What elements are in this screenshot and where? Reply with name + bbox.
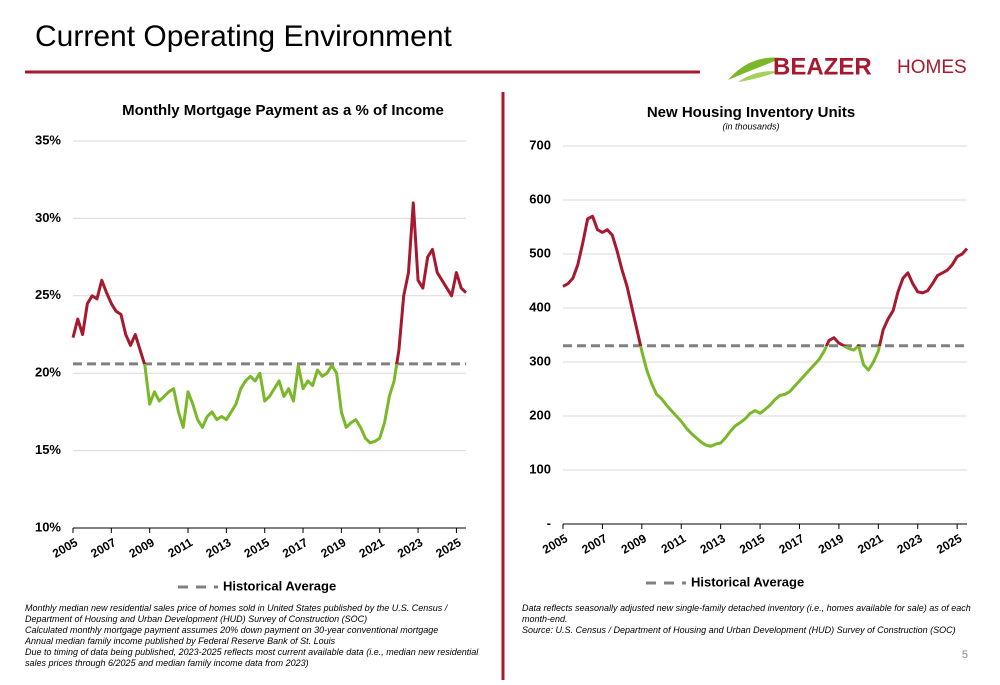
series-line — [562, 214, 969, 448]
y-tick-label: 30% — [35, 210, 61, 225]
y-tick-label: - — [547, 515, 551, 530]
series-line — [71, 201, 468, 445]
y-tick-label: 300 — [529, 353, 551, 368]
x-tick-label: 2017 — [776, 531, 806, 557]
logo-leaf — [728, 57, 782, 82]
legend-label: Historical Average — [691, 574, 804, 589]
x-tick-label: 2013 — [698, 531, 728, 557]
y-tick-label: 200 — [529, 407, 551, 422]
page-number: 5 — [962, 649, 968, 661]
note-line: Monthly median new residential sales pri… — [25, 603, 448, 624]
x-tick-label: 2005 — [540, 531, 570, 557]
note-line: Source: U.S. Census / Department of Hous… — [522, 625, 956, 635]
y-tick-label: 10% — [35, 519, 61, 534]
x-tick-label: 2019 — [816, 531, 846, 557]
x-tick-label: 2023 — [895, 531, 925, 557]
note-line: Calculated monthly mortgage payment assu… — [25, 625, 439, 635]
notes-right: Data reflects seasonally adjusted new si… — [522, 603, 977, 636]
x-tick-label: 2015 — [737, 531, 767, 557]
x-tick-label: 2015 — [242, 535, 272, 561]
note-line: Due to timing of data being published, 2… — [25, 647, 479, 668]
notes-left: Monthly median new residential sales pri… — [25, 603, 495, 669]
chart-title: Monthly Mortgage Payment as a % of Incom… — [122, 102, 444, 119]
x-tick-label: 2005 — [50, 535, 80, 561]
x-tick-label: 2011 — [659, 531, 689, 556]
chart-title: New Housing Inventory Units — [647, 104, 855, 121]
y-tick-label: 600 — [529, 191, 551, 206]
y-tick-label: 35% — [35, 132, 61, 147]
note-line: Annual median family income published by… — [25, 636, 336, 646]
y-tick-label: 700 — [529, 137, 551, 152]
x-tick-label: 2019 — [318, 535, 348, 561]
logo-light: HOMES — [897, 57, 967, 78]
x-tick-label: 2025 — [934, 531, 964, 557]
y-tick-label: 15% — [35, 442, 61, 457]
logo-bold: BEAZER — [773, 53, 872, 80]
x-tick-label: 2007 — [579, 531, 609, 557]
y-tick-label: 400 — [529, 299, 551, 314]
chart-subtitle: (in thousands) — [722, 121, 779, 131]
x-tick-label: 2013 — [203, 535, 233, 561]
y-tick-label: 500 — [529, 245, 551, 260]
x-tick-label: 2023 — [395, 535, 425, 561]
slide-title: Current Operating Environment — [35, 20, 453, 53]
y-tick-label: 25% — [35, 287, 61, 302]
x-tick-label: 2009 — [619, 531, 649, 557]
legend-label: Historical Average — [223, 578, 336, 593]
x-tick-label: 2011 — [166, 535, 196, 560]
note-line: Data reflects seasonally adjusted new si… — [522, 603, 971, 624]
x-tick-label: 2025 — [433, 535, 463, 561]
x-tick-label: 2021 — [855, 531, 885, 557]
x-tick-label: 2009 — [127, 535, 157, 561]
x-tick-label: 2007 — [88, 535, 118, 561]
x-tick-label: 2021 — [357, 535, 387, 561]
y-tick-label: 100 — [529, 461, 551, 476]
y-tick-label: 20% — [35, 365, 61, 380]
x-tick-label: 2017 — [280, 535, 310, 561]
